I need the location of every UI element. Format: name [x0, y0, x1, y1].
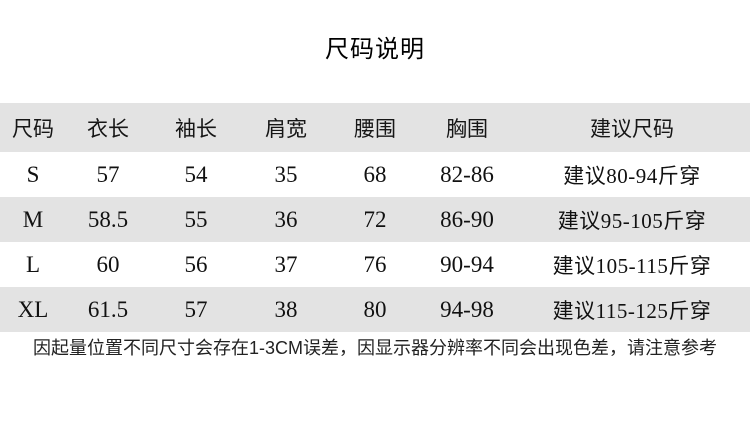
- column-header-waist: 腰围: [354, 117, 396, 141]
- size-row-l: L 60 56 37 76 90-94 建议105-115斤穿: [0, 242, 750, 287]
- column-header-length: 衣长: [87, 117, 129, 141]
- cell-bust: 94-98: [440, 296, 494, 322]
- cell-suggestion: 建议80-94斤穿: [563, 163, 701, 188]
- cell-bust: 82-86: [440, 161, 494, 187]
- cell-size: XL: [17, 296, 49, 322]
- cell-length: 61.5: [87, 296, 129, 322]
- page-title: 尺码说明: [325, 36, 425, 63]
- cell-waist: 68: [363, 161, 387, 187]
- cell-sleeve: 55: [184, 206, 208, 232]
- size-table-header-row: 尺码 衣长 袖长 肩宽 腰围 胸围 建议尺码: [0, 103, 750, 152]
- column-header-shoulder: 肩宽: [265, 117, 307, 141]
- cell-length: 57: [96, 161, 120, 187]
- cell-suggestion: 建议105-115斤穿: [552, 253, 712, 278]
- cell-size: M: [22, 206, 44, 232]
- cell-bust: 90-94: [440, 251, 494, 277]
- cell-shoulder: 38: [274, 296, 298, 322]
- cell-shoulder: 36: [274, 206, 298, 232]
- column-header-size: 尺码: [12, 117, 54, 141]
- size-row-s: S 57 54 35 68 82-86 建议80-94斤穿: [0, 152, 750, 197]
- cell-size: L: [25, 251, 41, 277]
- cell-sleeve: 56: [184, 251, 208, 277]
- cell-shoulder: 37: [274, 251, 298, 277]
- column-header-bust: 胸围: [446, 117, 488, 141]
- cell-shoulder: 35: [274, 161, 298, 187]
- cell-suggestion: 建议95-105斤穿: [557, 208, 707, 233]
- cell-suggestion: 建议115-125斤穿: [552, 298, 712, 323]
- cell-waist: 80: [363, 296, 387, 322]
- disclaimer-footnote: 因起量位置不同尺寸会存在1-3CM误差，因显示器分辨率不同会出现色差，请注意参考: [32, 338, 717, 358]
- cell-sleeve: 54: [184, 161, 208, 187]
- size-table: 尺码 衣长 袖长 肩宽 腰围 胸围 建议尺码 S 57 54 35 68 82-…: [0, 103, 750, 332]
- cell-bust: 86-90: [440, 206, 494, 232]
- cell-waist: 72: [363, 206, 387, 232]
- size-row-m: M 58.5 55 36 72 86-90 建议95-105斤穿: [0, 197, 750, 242]
- column-header-suggestion: 建议尺码: [590, 117, 674, 141]
- cell-waist: 76: [363, 251, 387, 277]
- cell-length: 60: [96, 251, 120, 277]
- size-row-xl: XL 61.5 57 38 80 94-98 建议115-125斤穿: [0, 287, 750, 332]
- column-header-sleeve: 袖长: [175, 117, 217, 141]
- cell-length: 58.5: [87, 206, 129, 232]
- cell-size: S: [26, 161, 40, 187]
- cell-sleeve: 57: [184, 296, 208, 322]
